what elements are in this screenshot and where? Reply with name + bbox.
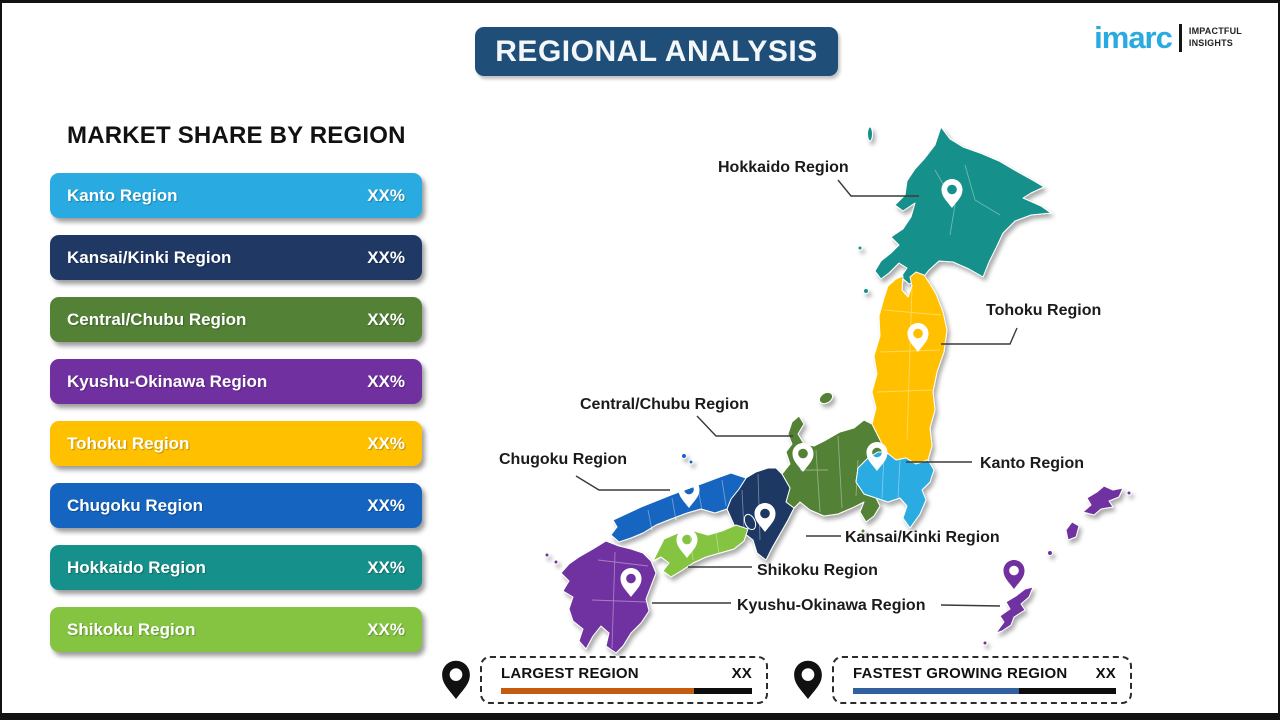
bar-label: Kanto Region [67,185,178,205]
legend-largest-box: LARGEST REGION XX [480,656,768,704]
bar-label: Shikoku Region [67,619,196,639]
market-share-bar-kyushu-okinawa: Kyushu-Okinawa Region XX% [50,359,422,404]
bar-label: Kyushu-Okinawa Region [67,371,268,391]
bar-value: XX% [367,557,405,577]
callout-tohoku [941,327,1018,345]
bar-label: Tohoku Region [67,433,190,453]
callout-hokkaido [837,179,919,197]
map-pin-okinawa [1003,560,1025,589]
logo-tagline-line2: INSIGHTS [1188,37,1233,48]
map-region-tohoku [871,271,948,465]
legend-fastest-growing-region: FASTEST GROWING REGION XX [793,656,1132,704]
callout-okinawa-right [940,604,1001,607]
map-region-kansai-kinki [726,467,795,561]
bar-value: XX% [367,309,405,329]
map-pin-icon [442,660,470,699]
map-region-chugoku [610,453,747,543]
callout-chugoku [575,475,670,491]
map-label-central-chubu: Central/Chubu Region [580,396,749,413]
market-share-heading: MARKET SHARE BY REGION [67,122,406,149]
legend-fastest-value: XX [1095,665,1116,682]
bar-value: XX% [367,495,405,515]
legend-largest-bar [501,688,752,694]
market-share-bar-central-chubu: Central/Chubu Region XX% [50,297,422,342]
legend-largest-value: XX [731,665,752,682]
legend-largest-region: LARGEST REGION XX [441,656,768,704]
map-label-kansai-kinki: Kansai/Kinki Region [845,529,1000,546]
legend-fastest-box: FASTEST GROWING REGION XX [832,656,1132,704]
bar-value: XX% [367,371,405,391]
legend-fastest-bar [853,688,1116,694]
bar-label: Kansai/Kinki Region [67,247,232,267]
logo-tagline: IMPACTFUL INSIGHTS [1189,26,1242,49]
bar-value: XX% [367,247,405,267]
imarc-logo-text: imarc [1094,20,1173,55]
market-share-bar-shikoku: Shikoku Region XX% [50,607,422,652]
market-share-bar-kanto: Kanto Region XX% [50,173,422,218]
map-pin-icon [794,660,822,699]
logo-divider [1178,23,1182,52]
map-region-shikoku [652,524,749,578]
bar-value: XX% [367,185,405,205]
market-share-bar-chugoku: Chugoku Region XX% [50,483,422,528]
bar-label: Central/Chubu Region [67,309,247,329]
map-label-chugoku: Chugoku Region [499,451,627,468]
map-label-hokkaido: Hokkaido Region [718,159,849,176]
market-share-bar-tohoku: Tohoku Region XX% [50,421,422,466]
map-label-kyushu-okinawa: Kyushu-Okinawa Region [737,597,925,614]
imarc-logo: imarc IMPACTFUL INSIGHTS [1094,22,1242,53]
bar-label: Hokkaido Region [67,557,206,577]
map-label-kanto: Kanto Region [980,455,1084,472]
map-region-hokkaido [857,126,1052,294]
map-label-shikoku: Shikoku Region [757,562,878,579]
market-share-list: Kanto Region XX% Kansai/Kinki Region XX%… [50,173,422,652]
page-title: REGIONAL ANALYSIS [475,27,838,76]
market-share-bar-hokkaido: Hokkaido Region XX% [50,545,422,590]
market-share-bar-kansai-kinki: Kansai/Kinki Region XX% [50,235,422,280]
legend-largest-label: LARGEST REGION [501,665,639,682]
bar-value: XX% [367,433,405,453]
logo-tagline-line1: IMPACTFUL [1188,26,1242,37]
callout-central-chubu [696,415,793,437]
legend-fastest-label: FASTEST GROWING REGION [853,665,1068,682]
bar-label: Chugoku Region [67,495,203,515]
map-label-tohoku: Tohoku Region [986,302,1101,319]
bar-value: XX% [367,619,405,639]
